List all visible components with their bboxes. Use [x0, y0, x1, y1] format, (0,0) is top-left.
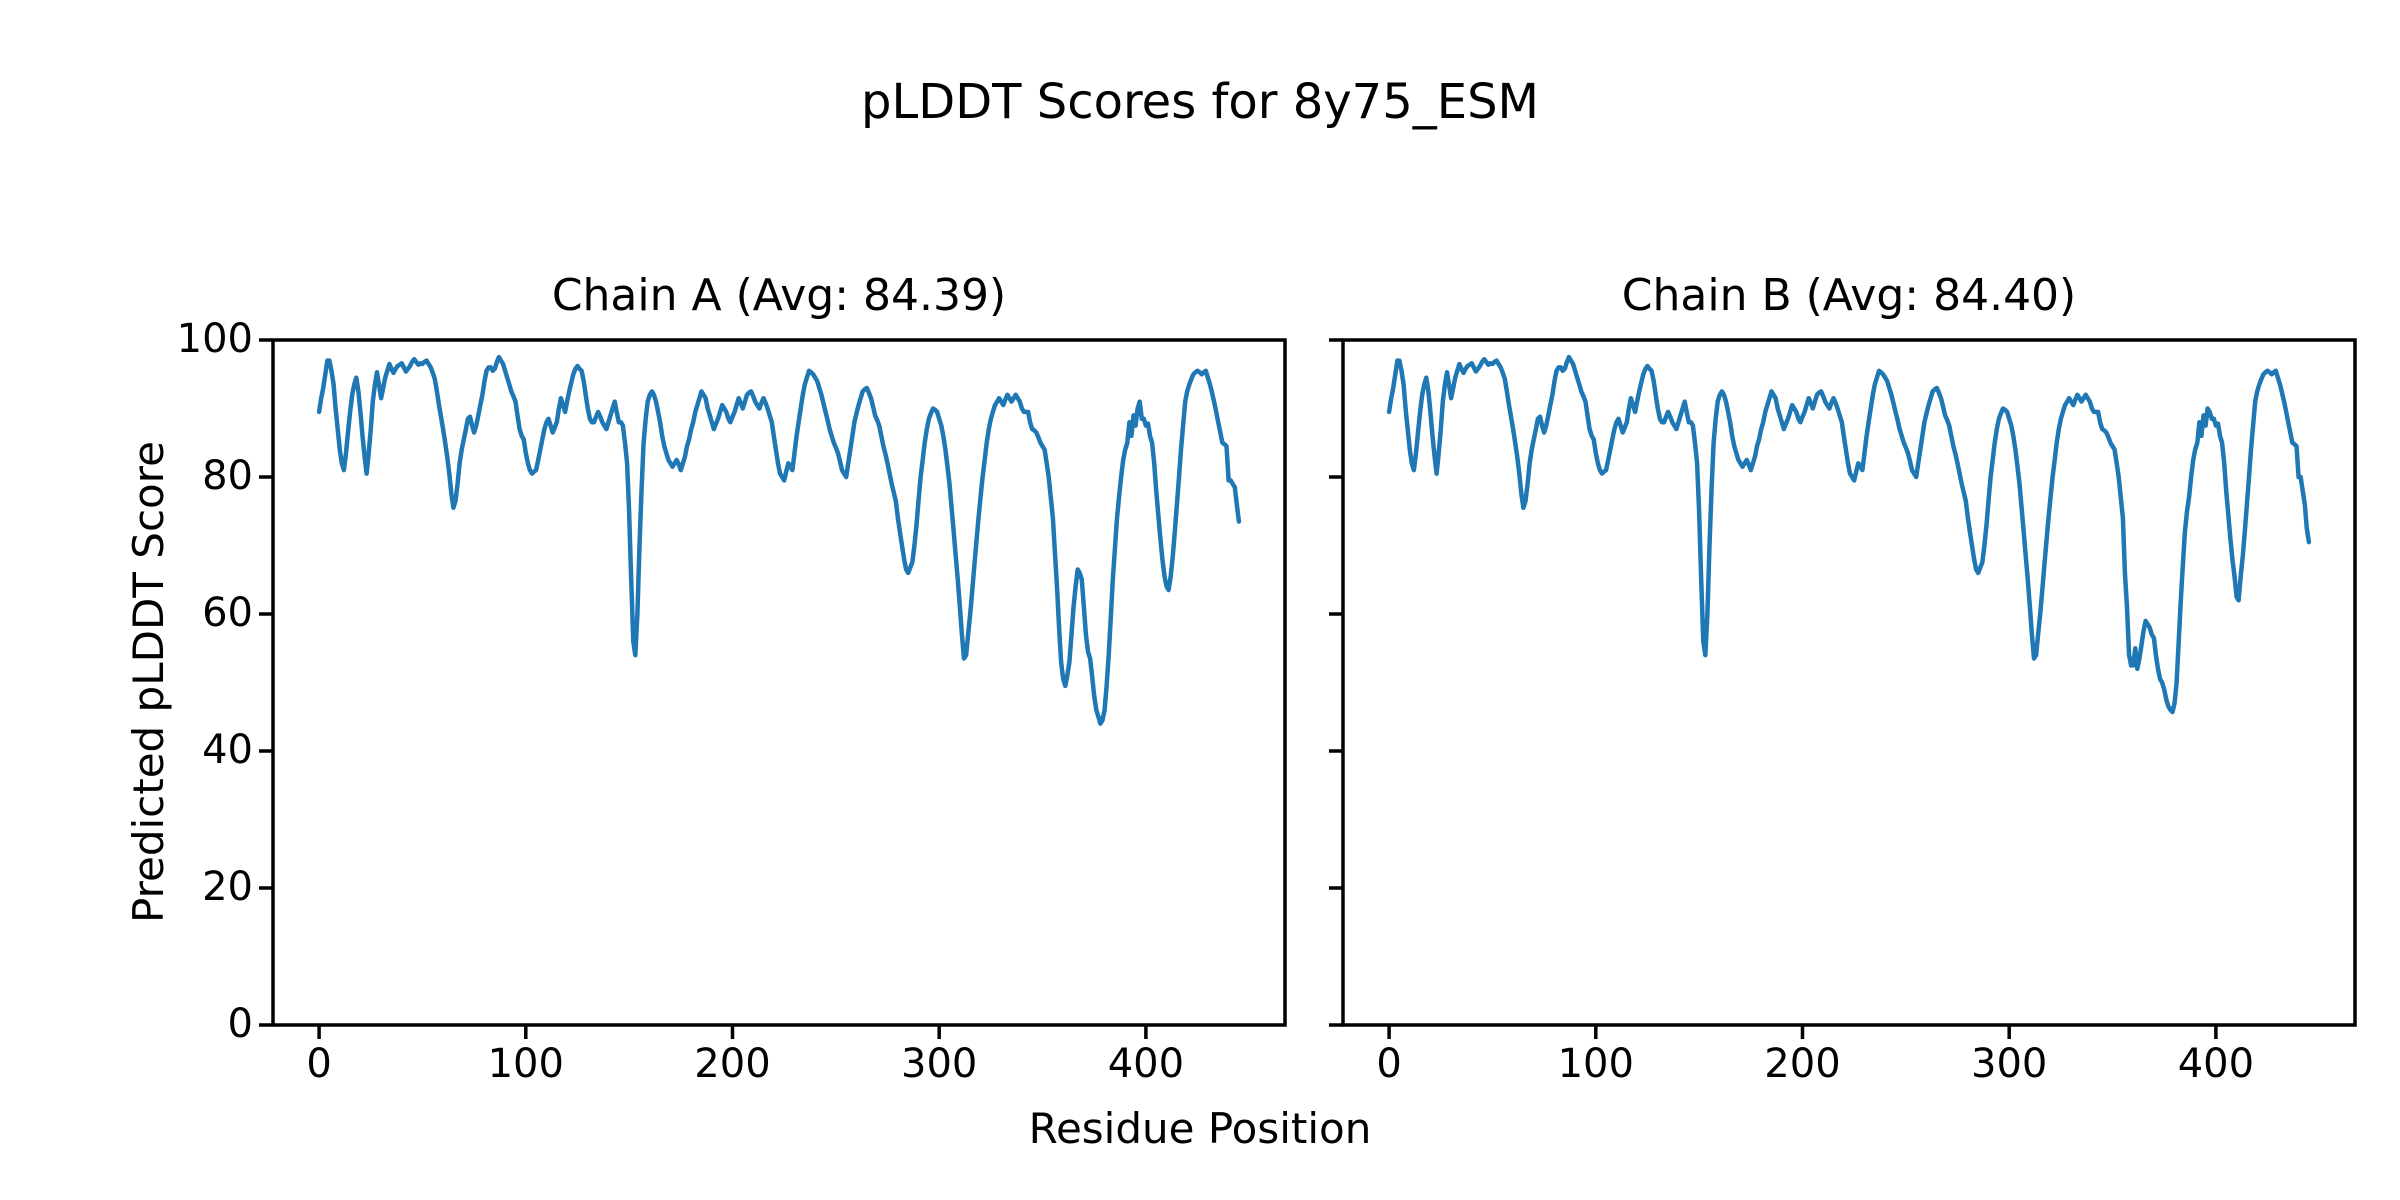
x-tick-label: 0	[1376, 1041, 1402, 1087]
x-tick-label: 100	[1557, 1041, 1634, 1087]
x-tick-label: 100	[487, 1041, 564, 1087]
y-tick-label: 40	[202, 727, 253, 773]
x-tick-label: 200	[1764, 1041, 1841, 1087]
x-tick-label: 300	[1971, 1041, 2048, 1087]
axes-frame-chain-a	[271, 338, 1287, 1027]
chain-a-title: Chain A (Avg: 84.39)	[551, 270, 1007, 321]
y-axis-label: Predicted pLDDT Score	[124, 441, 173, 923]
y-tick-label: 80	[202, 453, 253, 499]
y-tick-label: 0	[227, 1001, 253, 1047]
figure-title: pLDDT Scores for 8y75_ESM	[861, 74, 1539, 130]
x-tick-label: 400	[1107, 1041, 1185, 1087]
y-tick-label: 60	[202, 590, 253, 636]
plddt-line-chain-b	[1386, 354, 2312, 715]
x-tick-label: 400	[2177, 1041, 2255, 1087]
axes-frame-chain-b	[1341, 338, 2357, 1027]
x-axis-label: Residue Position	[1028, 1104, 1372, 1153]
x-tick-label: 300	[901, 1041, 978, 1087]
chain-b-title: Chain B (Avg: 84.40)	[1621, 270, 2077, 321]
y-tick-label: 100	[176, 316, 253, 362]
x-tick-label: 0	[306, 1041, 332, 1087]
y-tick-label: 20	[202, 864, 253, 910]
x-tick-label: 200	[694, 1041, 771, 1087]
plddt-line-chain-a	[316, 354, 1242, 726]
